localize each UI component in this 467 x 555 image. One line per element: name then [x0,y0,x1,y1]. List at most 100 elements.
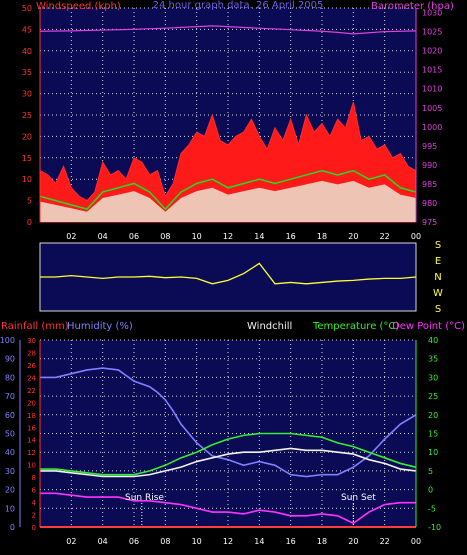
temp-y-tick: 15 [428,430,438,439]
rain-y-tick: 12 [27,449,36,457]
wind-x-tick: 14 [254,232,264,241]
rain-y-tick: 22 [27,387,36,395]
temp-y-tick: -5 [428,504,436,513]
sunset-label: Sun Set [341,493,376,503]
direction-label: S [435,304,441,315]
humidity-y-tick: 40 [5,448,15,457]
rain-y-tick: 8 [32,474,36,482]
baro-y-tick: 990 [422,161,437,170]
direction-label: E [435,256,441,267]
rain-y-tick: 2 [32,512,36,520]
wind-x-tick: 10 [192,232,202,241]
humidity-y-tick: 50 [5,430,15,439]
temp-y-tick: 20 [428,411,438,420]
series-average [39,169,417,211]
baro-y-tick: 1030 [422,9,442,18]
rain-y-tick: 16 [27,424,36,432]
humidity-y-tick: 90 [5,355,15,364]
temp-x-tick: 16 [286,537,296,546]
wind-x-tick: 04 [98,232,108,241]
wind-x-tick: 18 [317,232,327,241]
wind-y-tick: 35 [22,68,32,77]
wind-y-tick: 25 [22,111,32,120]
baro-y-tick: 1020 [422,47,442,56]
wind-y-tick: 50 [22,4,32,13]
baro-y-tick: 1015 [422,66,442,75]
legend-rainfall: Rainfall (mm) [1,321,69,332]
temp-x-tick: 02 [66,537,76,546]
temp-y-tick: 25 [428,392,438,401]
baro-y-tick: 1025 [422,28,442,37]
rain-y-tick: 14 [27,437,36,445]
wind-y-tick: 15 [22,154,32,163]
temp-y-tick: 5 [428,467,433,476]
temp-series [40,367,417,528]
temp-x-tick: 22 [380,537,390,546]
legend-windchill: Windchill [247,321,292,332]
humidity-y-tick: 30 [5,467,15,476]
temp-x-tick: 12 [223,537,233,546]
wind-x-tick: 00 [411,232,421,241]
series-dew-point [40,492,416,525]
temp-x-tick: 18 [317,537,327,546]
rain-y-tick: 28 [27,349,36,357]
humidity-y-tick: 10 [5,504,15,513]
direction-label: N [434,272,441,283]
legend-humidity: Humidity (%) [67,321,133,332]
temp-axes: 0102030405060708090100024681012141618202… [0,336,441,546]
baro-y-tick: 1010 [422,85,442,94]
baro-y-tick: 1005 [422,104,442,113]
series-barometer [39,25,417,35]
wind-x-tick: 06 [129,232,139,241]
humidity-y-tick: 70 [5,392,15,401]
temp-y-tick: -10 [428,523,441,532]
wind-x-tick: 12 [223,232,233,241]
legend-dewpoint: Dew Point (°C) [392,321,465,332]
wind-y-tick: 10 [22,175,32,184]
temp-y-tick: 40 [428,336,438,345]
barometer-axis-label: Barometer (hpa) [371,1,454,12]
wind-y-tick: 45 [22,25,32,34]
baro-y-tick: 980 [422,199,437,208]
temp-x-tick: 08 [160,537,170,546]
wind-x-tick: 20 [348,232,358,241]
chart-title: 24 hour graph data. 26 April 2005 [153,0,324,11]
temp-y-tick: 0 [428,486,433,495]
humidity-y-tick: 100 [0,336,15,345]
wind-y-tick: 5 [27,197,32,206]
rain-y-tick: 26 [27,362,36,370]
temp-x-tick: 00 [411,537,421,546]
baro-y-tick: 985 [422,180,437,189]
humidity-y-tick: 60 [5,411,15,420]
direction-series [40,262,417,285]
temp-x-tick: 14 [254,537,264,546]
series-temperature [40,432,417,476]
direction-label: S [435,240,441,251]
temp-x-tick: 04 [98,537,108,546]
series-humidity [40,367,417,478]
direction-label: W [433,288,443,299]
temp-x-tick: 10 [192,537,202,546]
baro-y-tick: 1000 [422,123,442,132]
direction-plot-area [39,242,417,312]
humidity-y-tick: 20 [5,486,15,495]
temp-x-tick: 06 [129,537,139,546]
temp-y-tick: 30 [428,373,438,382]
temp-y-tick: 35 [428,355,438,364]
temp-x-tick: 20 [348,537,358,546]
sunrise-label: Sun Rise [125,493,164,503]
rain-y-tick: 4 [32,499,37,507]
rain-y-tick: 20 [27,399,36,407]
wind-y-tick: 0 [27,218,32,227]
humidity-y-tick: 80 [5,373,15,382]
wind-x-tick: 08 [160,232,170,241]
windspeed-axis-label: Windspeed (kph) [36,1,121,12]
wind-x-tick: 02 [66,232,76,241]
humidity-y-tick: 0 [10,523,15,532]
rain-y-tick: 18 [27,412,36,420]
wind-y-tick: 30 [22,90,32,99]
wind-x-tick: 22 [380,232,390,241]
temp-y-tick: 10 [428,448,438,457]
